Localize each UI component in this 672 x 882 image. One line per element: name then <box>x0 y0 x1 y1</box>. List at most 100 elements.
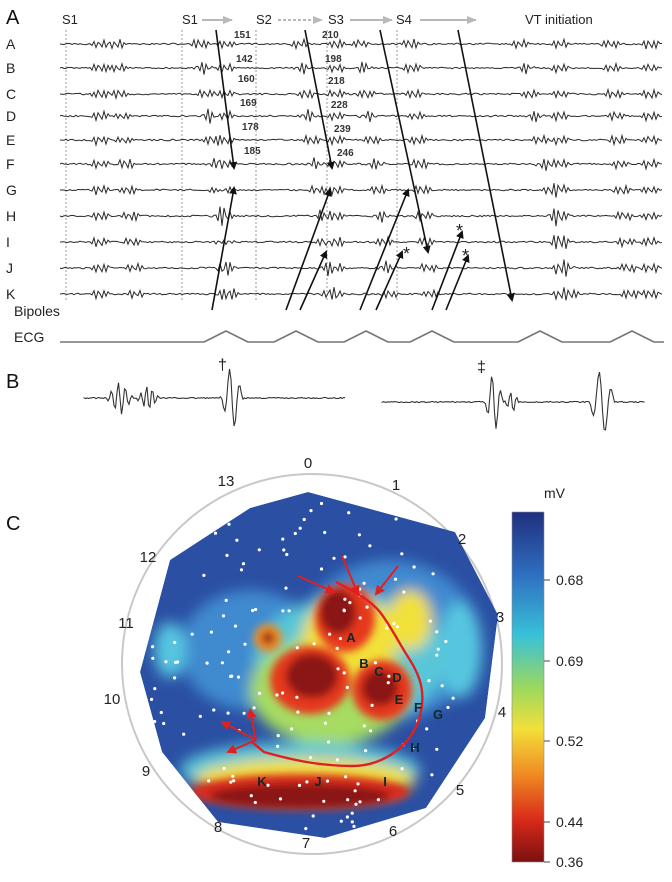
electrode-point <box>239 568 244 572</box>
s3-activation-time: 218 <box>328 76 345 87</box>
electrogram-double-dagger <box>381 371 645 431</box>
electrode-point <box>412 565 416 569</box>
clock-position-1: 1 <box>392 477 400 494</box>
electrode-point <box>369 729 373 733</box>
channel-label-i: I <box>6 234 10 250</box>
electrode-point <box>346 798 350 802</box>
electrode-point <box>435 747 439 751</box>
electrode-point <box>258 691 262 696</box>
electrode-point <box>323 530 327 535</box>
electrode-point <box>357 533 361 537</box>
electrode-point <box>335 758 339 762</box>
electrode-point <box>326 740 331 744</box>
electrode-points <box>150 501 455 831</box>
colorbar-tick-label: 0.69 <box>556 653 583 669</box>
map-site-g: G <box>433 707 443 722</box>
electrode-point <box>304 827 308 831</box>
electrode-point <box>350 820 354 824</box>
asterisk-1: * <box>456 221 463 241</box>
electrode-point <box>243 642 247 646</box>
electrode-point <box>446 705 450 710</box>
electrode-point <box>249 794 253 798</box>
electrode-point <box>342 608 346 612</box>
entry-arrow-left <box>297 575 336 594</box>
electrode-point <box>242 711 246 715</box>
electrode-point <box>257 548 261 552</box>
clock-position-13: 13 <box>218 473 235 490</box>
map-site-d: D <box>392 670 401 685</box>
electrode-point <box>345 815 349 819</box>
stimulus-s4: S4 <box>396 12 412 27</box>
trace-k <box>59 287 663 302</box>
trace-e <box>59 133 662 147</box>
clock-position-10: 10 <box>104 691 121 708</box>
electrode-point <box>395 625 400 629</box>
exit-arrow-3 <box>226 739 257 754</box>
electrode-point <box>198 714 202 719</box>
electrode-point <box>207 779 211 783</box>
trace-b <box>59 61 663 75</box>
electrode-point <box>150 697 154 702</box>
electrode-point <box>327 711 331 716</box>
electrode-point <box>173 676 177 680</box>
electrode-point <box>251 608 255 613</box>
trace-f <box>59 157 663 171</box>
trace-h <box>59 206 663 227</box>
electrode-point <box>323 721 327 725</box>
s3-activation-time: 198 <box>325 54 342 65</box>
electrode-point <box>440 684 444 688</box>
channel-label-j: J <box>6 260 13 276</box>
electrode-point <box>233 624 238 628</box>
activation-arrows <box>211 29 515 311</box>
electrode-point <box>309 756 313 760</box>
electrode-point <box>311 814 315 818</box>
electrode-point <box>182 732 186 736</box>
electrode-point <box>319 501 324 506</box>
electrode-point <box>425 727 429 731</box>
electrode-point <box>293 531 297 536</box>
electrode-point <box>358 800 362 804</box>
electrode-point <box>276 734 280 738</box>
electrode-point <box>332 556 336 560</box>
electrode-point <box>394 517 398 521</box>
colorbar-tick-label: 0.44 <box>556 814 583 830</box>
electrode-point <box>276 744 280 749</box>
trace-g <box>60 183 663 198</box>
electrode-point <box>296 710 300 714</box>
electrode-point <box>290 727 294 731</box>
electrode-point <box>365 605 369 609</box>
electrode-point <box>344 775 348 779</box>
electrode-point <box>285 552 289 557</box>
electrode-point <box>227 650 231 654</box>
electrode-point <box>231 774 235 778</box>
trace-d <box>59 108 662 124</box>
map-site-e: E <box>395 692 404 707</box>
clock-position-11: 11 <box>118 615 134 632</box>
electrode-point <box>362 724 366 728</box>
electrode-point <box>394 577 398 581</box>
trace-c <box>59 87 663 101</box>
electrode-point <box>278 797 283 801</box>
electrode-point <box>229 674 233 679</box>
electrode-point <box>345 685 349 690</box>
channel-label-c: C <box>6 86 16 102</box>
s1-activation-time: 142 <box>236 54 253 65</box>
electrode-point <box>222 766 226 771</box>
electrode-point <box>309 509 313 513</box>
electrode-point <box>343 555 347 559</box>
electrode-point <box>352 824 356 829</box>
s1-activation-time: 151 <box>234 30 251 41</box>
electrode-point <box>358 616 362 620</box>
asterisk-2: * <box>462 246 469 266</box>
electrode-point <box>252 706 256 710</box>
electrode-point <box>227 522 231 526</box>
ecg-trace <box>60 330 664 343</box>
electrogram-dagger <box>83 368 345 427</box>
dagger-mark: † <box>218 357 227 374</box>
electrode-point <box>284 586 288 590</box>
map-site-j: J <box>314 774 321 789</box>
channel-label-b: B <box>6 60 15 76</box>
electrode-point <box>153 719 157 724</box>
electrode-point <box>373 661 377 665</box>
